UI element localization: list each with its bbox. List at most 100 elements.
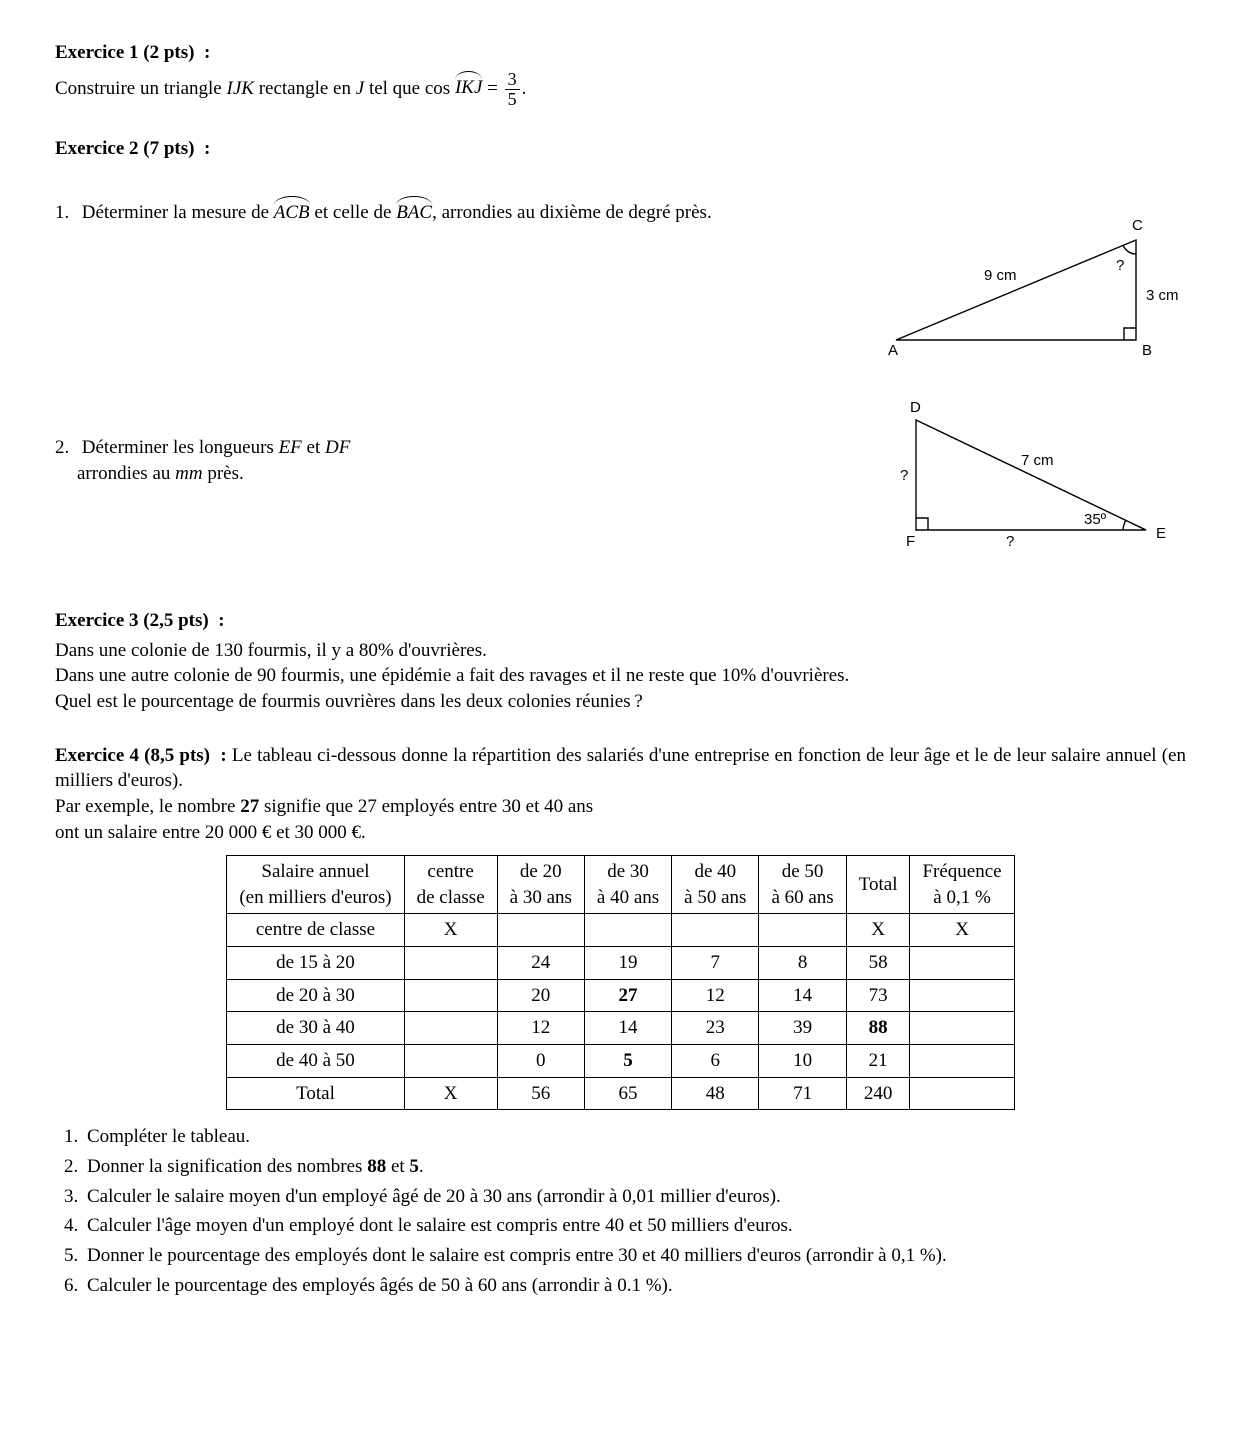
label-7cm: 7 cm (1021, 452, 1054, 469)
table-cell: 56 (497, 1077, 584, 1110)
table-row-label: de 20 à 30 (227, 979, 404, 1012)
ex3-title: Exercice 3 (2,5 pts) : (55, 608, 1186, 634)
ex2-q1-angle1: ACB (274, 200, 310, 226)
table-cell: 0 (497, 1045, 584, 1078)
ex4-q2-mid: et (386, 1156, 409, 1177)
table-cell: X (404, 914, 497, 947)
ex1-eq: = (482, 77, 502, 98)
ex2-q2-d: près. (203, 463, 244, 484)
label-F: F (906, 533, 915, 550)
table-cell (404, 1012, 497, 1045)
label-35deg: 35º (1084, 511, 1107, 528)
table-cell: 240 (846, 1077, 910, 1110)
ex4-q2-5: 5 (409, 1156, 419, 1177)
table-cell (910, 979, 1014, 1012)
table-cell (584, 914, 671, 947)
ex1-triangle: IJK (227, 77, 254, 98)
label-qmark-DF: ? (900, 467, 908, 484)
ex4-questions: Compléter le tableau. Donner la signific… (55, 1124, 1186, 1298)
table-cell: 14 (759, 979, 846, 1012)
ex1-frac-den: 5 (505, 90, 520, 109)
table-cell (759, 914, 846, 947)
ex1-title: Exercice 1 (2 pts) : (55, 40, 1186, 66)
ex4-q2-a: Donner la signification des nombres (87, 1156, 367, 1177)
table-cell: 88 (846, 1012, 910, 1045)
ex4-q2-88: 88 (367, 1156, 386, 1177)
table-cell (672, 914, 759, 947)
table-cell: 12 (497, 1012, 584, 1045)
ex4-intro: Exercice 4 (8,5 pts) : Le tableau ci-des… (55, 743, 1186, 794)
table-cell: 48 (672, 1077, 759, 1110)
table-header-cell: de 40à 50 ans (672, 856, 759, 914)
table-cell (404, 1045, 497, 1078)
ex2-q2: 2. Déterminer les longueurs EF et DF arr… (55, 390, 836, 486)
ex1-text: Construire un triangle IJK rectangle en … (55, 70, 1186, 109)
ex2-q1-a: Déterminer la mesure de (82, 202, 274, 223)
table-header-cell: Fréquenceà 0,1 % (910, 856, 1014, 914)
table-cell: 39 (759, 1012, 846, 1045)
table-cell (404, 979, 497, 1012)
table-row-label: de 40 à 50 (227, 1045, 404, 1078)
ex4-intro-bold27: 27 (240, 796, 259, 817)
table-header-cell: Salaire annuel(en milliers d'euros) (227, 856, 404, 914)
table-cell: 20 (497, 979, 584, 1012)
label-9cm: 9 cm (984, 267, 1017, 284)
ex2-q2-unit: mm (175, 463, 202, 484)
table-header-cell: de 30à 40 ans (584, 856, 671, 914)
table-cell (910, 1012, 1014, 1045)
label-qmark-EF: ? (1006, 533, 1014, 550)
ex4-q2: Donner la signification des nombres 88 e… (83, 1154, 1186, 1180)
label-E: E (1156, 525, 1166, 542)
table-cell: X (846, 914, 910, 947)
table-cell: 73 (846, 979, 910, 1012)
ex4-q6: Calculer le pourcentage des employés âgé… (83, 1273, 1186, 1299)
table-header-cell: de 50à 60 ans (759, 856, 846, 914)
table-cell: 5 (584, 1045, 671, 1078)
table-cell (910, 947, 1014, 980)
table-row-label: Total (227, 1077, 404, 1110)
table-cell: 6 (672, 1045, 759, 1078)
figure-triangle-def: D E F 7 cm 35º ? ? (866, 390, 1186, 560)
figure-triangle-abc: A B C 9 cm 3 cm ? (866, 200, 1186, 370)
table-cell (497, 914, 584, 947)
ex4-q3: Calculer le salaire moyen d'un employé â… (83, 1184, 1186, 1210)
label-3cm: 3 cm (1146, 287, 1179, 304)
table-header-cell: Total (846, 856, 910, 914)
table-cell: 12 (672, 979, 759, 1012)
ex1-vertex: J (356, 77, 364, 98)
table-cell (910, 1045, 1014, 1078)
ex2-q2-seg2: DF (325, 437, 350, 458)
table-cell: 65 (584, 1077, 671, 1110)
label-C: C (1132, 217, 1143, 234)
table-cell: 19 (584, 947, 671, 980)
table-cell: 58 (846, 947, 910, 980)
ex4-q2-end: . (419, 1156, 424, 1177)
ex1-period: . (522, 77, 527, 98)
ex1-frac-num: 3 (505, 70, 520, 90)
ex4-table: Salaire annuel(en milliers d'euros)centr… (226, 855, 1014, 1110)
ex2-q2-num: 2. (55, 435, 77, 461)
ex3-p3: Quel est le pourcentage de fourmis ouvri… (55, 689, 1186, 715)
table-cell: 27 (584, 979, 671, 1012)
table-cell: 23 (672, 1012, 759, 1045)
ex2-q2-b: et (302, 437, 325, 458)
ex2-q2-a: Déterminer les longueurs (82, 437, 279, 458)
ex4-intro-b1: Par exemple, le nombre (55, 796, 240, 817)
ex2-q1-num: 1. (55, 200, 77, 226)
ex2-q1-c: , arrondies au dixième de degré près. (432, 202, 712, 223)
table-row-label: centre de classe (227, 914, 404, 947)
table-cell: 14 (584, 1012, 671, 1045)
ex4-intro-b2: signifie que 27 employés entre 30 et 40 … (259, 796, 593, 817)
table-header-cell: de 20à 30 ans (497, 856, 584, 914)
label-qmark-C: ? (1116, 257, 1124, 274)
table-cell: 10 (759, 1045, 846, 1078)
ex1-text-c: tel que cos (364, 77, 455, 98)
ex2-title: Exercice 2 (7 pts) : (55, 136, 1186, 162)
table-cell: 24 (497, 947, 584, 980)
table-row-label: de 15 à 20 (227, 947, 404, 980)
ex3-p1: Dans une colonie de 130 fourmis, il y a … (55, 638, 1186, 664)
table-cell: X (910, 914, 1014, 947)
ex4-title: Exercice 4 (8,5 pts) : (55, 745, 232, 766)
table-cell: 71 (759, 1077, 846, 1110)
ex1-angle: IKJ (455, 75, 482, 101)
